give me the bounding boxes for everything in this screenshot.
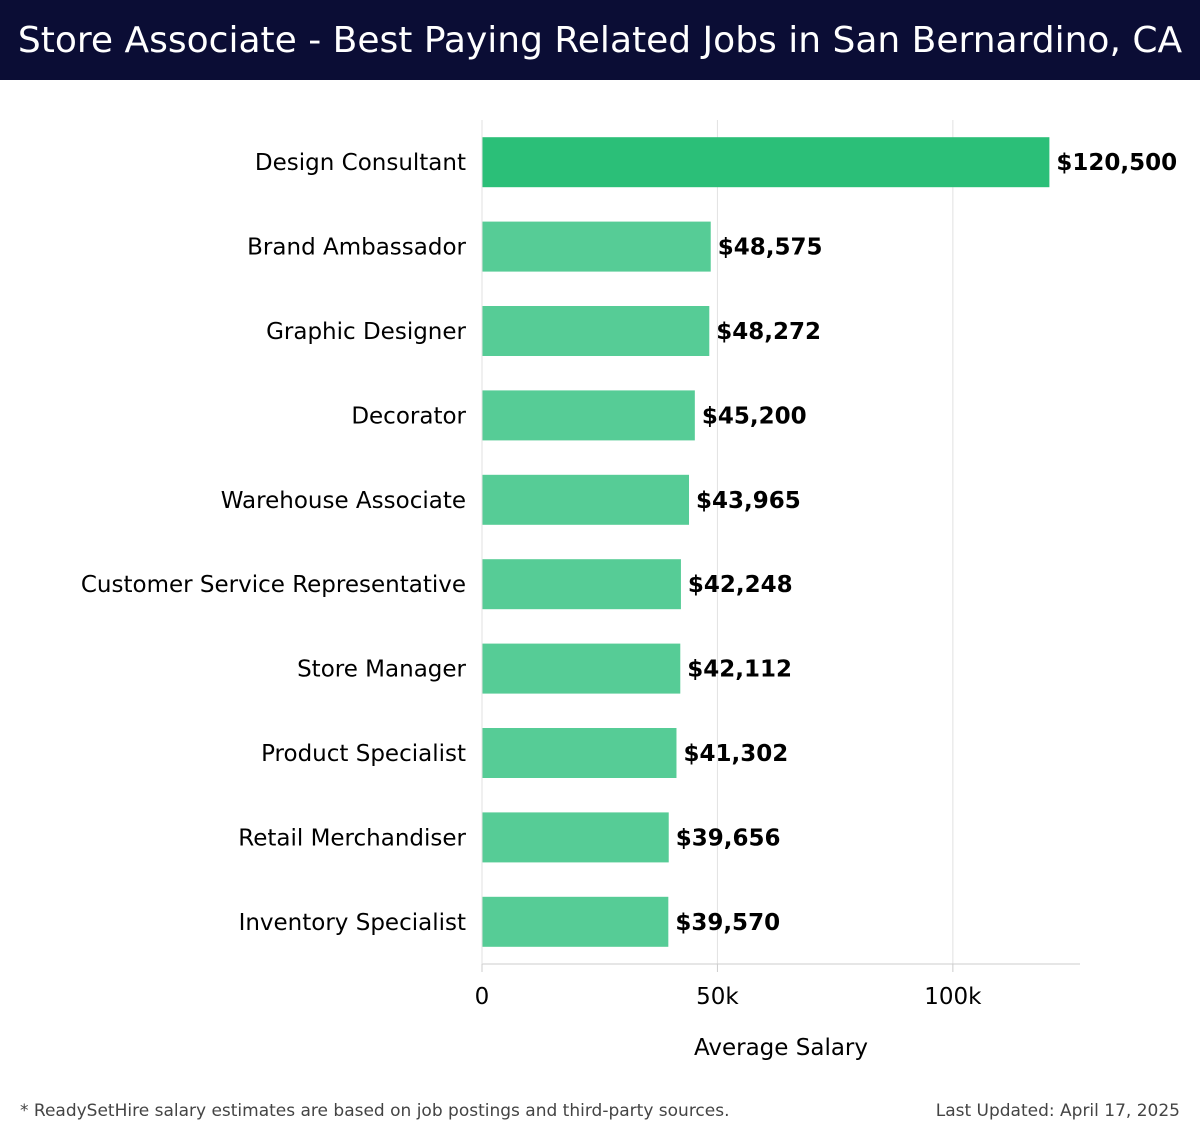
value-label: $42,112 <box>687 657 792 683</box>
last-updated: Last Updated: April 17, 2025 <box>935 1101 1180 1121</box>
bar <box>482 896 669 947</box>
category-label: Store Manager <box>297 657 466 683</box>
category-label: Design Consultant <box>255 150 466 176</box>
category-labels: Design Consultant Brand Ambassador Graphic… <box>81 150 467 936</box>
category-label: Product Specialist <box>261 741 466 767</box>
category-label: Warehouse Associate <box>221 488 466 514</box>
bar <box>482 137 1050 188</box>
category-label: Customer Service Representative <box>81 572 466 598</box>
value-label: $45,200 <box>702 403 807 429</box>
bar <box>482 728 677 778</box>
chart-title: Store Associate - Best Paying Related Jo… <box>0 0 1200 80</box>
bar <box>482 221 711 272</box>
bar <box>482 812 669 863</box>
category-label: Decorator <box>351 403 466 429</box>
value-label: $120,500 <box>1056 150 1177 176</box>
footnote: * ReadySetHire salary estimates are base… <box>20 1101 730 1121</box>
category-label: Graphic Designer <box>266 319 466 345</box>
value-label: $42,248 <box>688 572 793 598</box>
x-tick-label: 50k <box>696 984 739 1010</box>
bar <box>482 474 690 525</box>
category-label: Inventory Specialist <box>239 910 466 936</box>
value-label: $48,575 <box>718 235 823 261</box>
category-label: Brand Ambassador <box>247 235 466 261</box>
bar <box>482 559 681 610</box>
value-label: $39,656 <box>676 825 781 851</box>
x-tick-label: 0 <box>475 984 490 1010</box>
category-label: Retail Merchandiser <box>238 825 466 851</box>
bar <box>482 306 710 356</box>
value-label: $41,302 <box>683 741 788 767</box>
bar <box>482 643 681 694</box>
x-axis-ticks: 0 50k 100k <box>475 120 1080 1010</box>
bars <box>482 137 1050 947</box>
value-label: $39,570 <box>675 910 780 936</box>
value-label: $43,965 <box>696 488 801 514</box>
x-tick-label: 100k <box>924 984 982 1010</box>
x-axis-title: Average Salary <box>694 1035 868 1061</box>
bar <box>482 390 695 441</box>
bar-chart: Design Consultant Brand Ambassador Graphic… <box>81 120 1177 1061</box>
value-label: $48,272 <box>716 319 821 345</box>
value-labels: $120,500 $48,575 $48,272 $45,200 $43,965 $42,… <box>675 150 1177 936</box>
